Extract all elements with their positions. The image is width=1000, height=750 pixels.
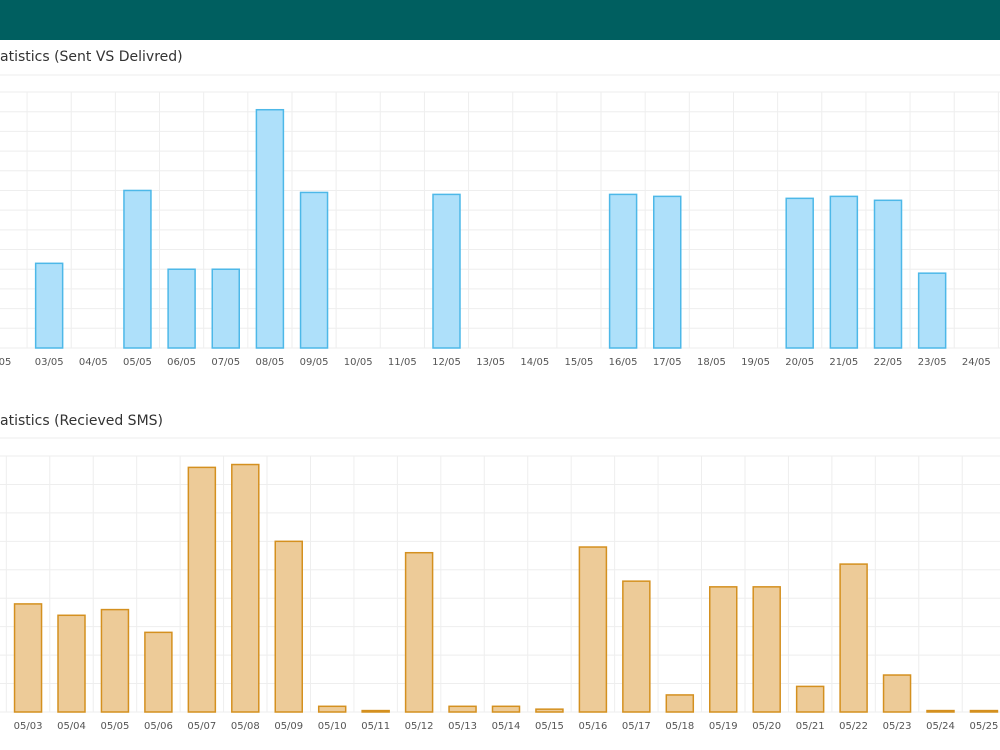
x-tick-label: 05/05 xyxy=(101,721,130,732)
bar xyxy=(317,705,347,713)
bar xyxy=(829,195,859,349)
bar xyxy=(361,709,390,713)
x-tick-label: 17/05 xyxy=(653,357,682,368)
header-bar xyxy=(0,0,1000,40)
x-tick-label: 14/05 xyxy=(520,357,549,368)
bar xyxy=(187,466,217,713)
x-tick-label: 05/15 xyxy=(535,721,564,732)
x-tick-label: 22/05 xyxy=(874,357,903,368)
chart-title: atistics (Recieved SMS) xyxy=(0,413,163,429)
bar xyxy=(13,603,43,713)
bar xyxy=(167,268,196,349)
x-tick-label: 11/05 xyxy=(388,357,417,368)
bar xyxy=(491,705,521,713)
x-tick-label: 03/05 xyxy=(35,357,64,368)
bar xyxy=(100,608,130,713)
x-tick-label: 05/04 xyxy=(57,721,86,732)
x-tick-label: 05/18 xyxy=(665,721,694,732)
bar xyxy=(752,586,781,713)
x-tick-label: 07/05 xyxy=(211,357,240,368)
bar xyxy=(785,197,814,349)
x-tick-label: 24/05 xyxy=(962,357,991,368)
bar xyxy=(969,709,999,713)
bar xyxy=(34,262,64,349)
x-tick-label: 05/13 xyxy=(448,721,477,732)
x-tick-label: 05/16 xyxy=(578,721,607,732)
x-tick-label: 06/05 xyxy=(167,357,196,368)
x-tick-label: 19/05 xyxy=(741,357,770,368)
x-tick-label: 05/11 xyxy=(361,721,390,732)
bar xyxy=(274,540,303,713)
x-tick-label: 15/05 xyxy=(565,357,594,368)
bar xyxy=(917,272,947,349)
bar xyxy=(709,586,738,713)
x-tick-label: 05/06 xyxy=(144,721,173,732)
x-tick-label: 05/07 xyxy=(187,721,216,732)
bar xyxy=(622,580,651,713)
x-tick-label: 05/08 xyxy=(231,721,260,732)
x-tick-label: 05/22 xyxy=(839,721,868,732)
bar xyxy=(57,614,86,713)
bar xyxy=(231,463,260,713)
x-tick-label: 12/05 xyxy=(432,357,461,368)
x-tick-label: 05/19 xyxy=(709,721,738,732)
bar xyxy=(211,268,240,349)
bar xyxy=(578,546,608,713)
x-tick-label: 05/05 xyxy=(123,357,152,368)
bar xyxy=(535,708,564,713)
x-tick-label: 05/17 xyxy=(622,721,651,732)
x-tick-label: 18/05 xyxy=(697,357,726,368)
bar xyxy=(432,193,461,349)
bar xyxy=(255,108,285,349)
bar xyxy=(873,199,903,349)
x-tick-label: 05 xyxy=(0,357,11,368)
x-tick-label: 05/25 xyxy=(970,721,999,732)
x-tick-label: 05/24 xyxy=(926,721,955,732)
bar xyxy=(795,685,825,713)
bar xyxy=(665,694,695,713)
bar xyxy=(653,195,682,349)
bar xyxy=(882,674,912,713)
x-tick-label: 16/05 xyxy=(609,357,638,368)
x-tick-label: 05/23 xyxy=(883,721,912,732)
x-tick-label: 10/05 xyxy=(344,357,373,368)
x-tick-label: 08/05 xyxy=(255,357,284,368)
x-tick-label: 05/03 xyxy=(14,721,43,732)
x-tick-label: 21/05 xyxy=(829,357,858,368)
x-tick-label: 05/21 xyxy=(796,721,825,732)
x-tick-label: 05/10 xyxy=(318,721,347,732)
x-tick-label: 05/09 xyxy=(274,721,303,732)
bar xyxy=(144,631,173,713)
bar xyxy=(448,705,477,713)
chart-title: atistics (Sent VS Delivred) xyxy=(0,49,183,65)
x-tick-label: 23/05 xyxy=(918,357,947,368)
bar xyxy=(926,709,955,713)
x-tick-label: 13/05 xyxy=(476,357,505,368)
x-tick-label: 05/12 xyxy=(405,721,434,732)
x-tick-label: 20/05 xyxy=(785,357,814,368)
x-tick-label: 05/20 xyxy=(752,721,781,732)
bar xyxy=(839,563,868,713)
x-tick-label: 05/14 xyxy=(492,721,521,732)
bar xyxy=(404,551,434,713)
bar xyxy=(299,191,329,349)
bar xyxy=(123,189,152,349)
x-tick-label: 04/05 xyxy=(79,357,108,368)
x-tick-label: 09/05 xyxy=(300,357,329,368)
bar xyxy=(608,193,638,349)
